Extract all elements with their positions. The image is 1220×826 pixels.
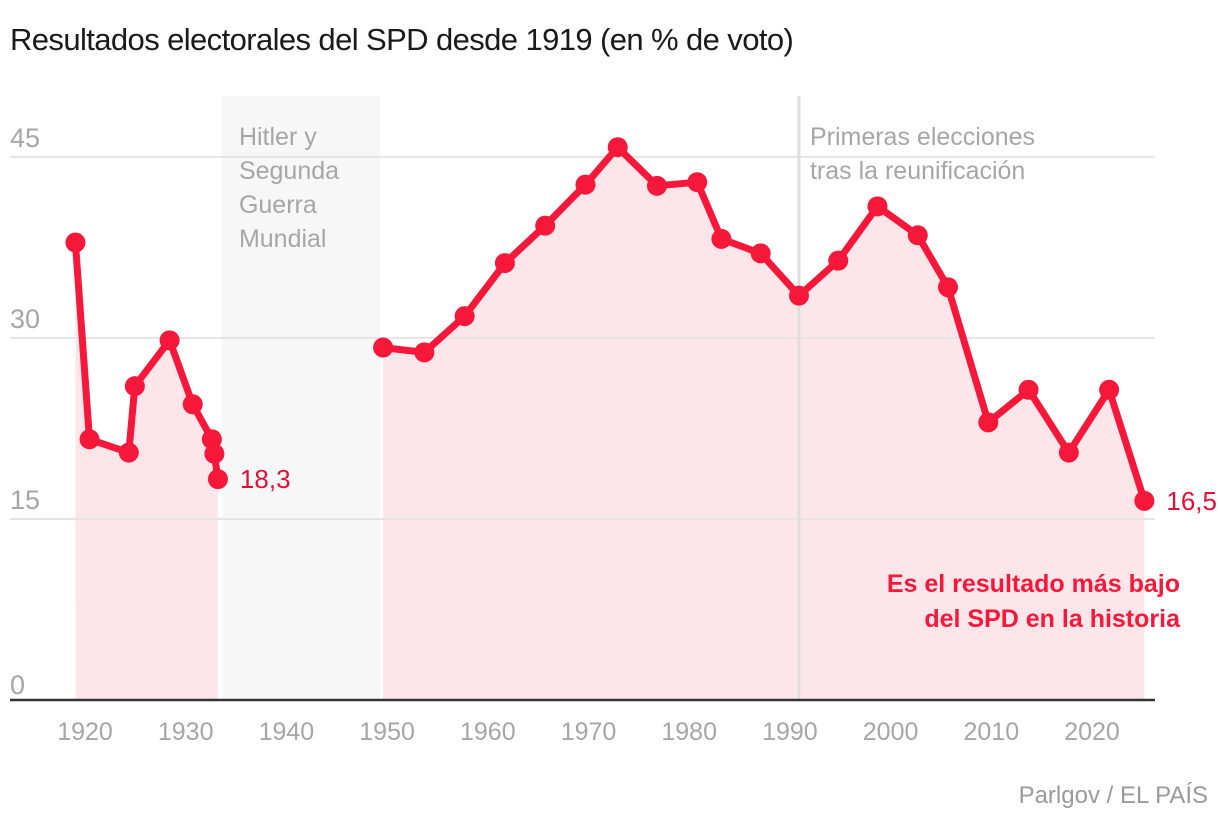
chart-title: Resultados electorales del SPD desde 191… — [10, 22, 794, 57]
x-tick-label: 2010 — [963, 718, 1019, 746]
ww2-band — [221, 96, 381, 700]
data-point — [646, 175, 667, 196]
x-tick-label: 1950 — [359, 718, 415, 746]
value-label-2025: 16,5 — [1166, 486, 1217, 516]
x-tick-label: 2000 — [863, 718, 919, 746]
chart-text: 0 15 30 45 18,3 16,5 Hitler y Segunda Guerra Mund… — [10, 123, 1217, 700]
ww2-band-label: Mundial — [239, 225, 327, 253]
background-bands — [221, 96, 381, 700]
data-point — [575, 174, 596, 195]
reunification-label: Primeras elecciones — [810, 123, 1035, 151]
highlight-note: Es el resultado más bajo — [887, 570, 1180, 598]
data-point — [687, 172, 708, 193]
data-point — [1099, 379, 1120, 400]
x-tick-label: 1930 — [158, 718, 214, 746]
data-point — [788, 285, 809, 306]
data-point — [750, 243, 771, 264]
data-point — [159, 330, 180, 351]
reunification-label: tras la reunificación — [810, 157, 1025, 185]
data-points — [65, 137, 1155, 511]
data-point — [1134, 490, 1155, 511]
data-point — [373, 337, 394, 358]
ww2-band-label: Hitler y — [239, 123, 317, 151]
x-tick-label: 1980 — [661, 718, 717, 746]
x-tick-label: 1990 — [762, 718, 818, 746]
data-point — [907, 225, 928, 246]
data-point — [711, 228, 732, 249]
data-point — [79, 429, 100, 450]
x-tick-label: 2020 — [1064, 718, 1120, 746]
value-label-1933: 18,3 — [240, 464, 291, 494]
y-tick-label: 30 — [10, 304, 40, 334]
area-fill-2 — [383, 147, 1145, 700]
data-point — [118, 442, 139, 463]
data-point — [1018, 379, 1039, 400]
data-point — [937, 277, 958, 298]
source-credit: Parlgov / EL PAÍS — [1018, 782, 1208, 809]
data-point — [182, 394, 203, 415]
data-point — [65, 232, 86, 253]
data-point — [414, 342, 435, 363]
x-tick-label: 1960 — [460, 718, 516, 746]
data-point — [207, 469, 228, 490]
x-tick-label: 1940 — [259, 718, 315, 746]
x-tick-label: 1920 — [57, 718, 113, 746]
data-point — [867, 196, 888, 217]
data-point — [607, 137, 628, 158]
data-point — [828, 250, 849, 271]
data-point — [494, 253, 515, 274]
data-point — [535, 215, 556, 236]
ww2-band-label: Guerra — [239, 191, 317, 219]
data-point — [454, 306, 475, 327]
data-point — [1058, 442, 1079, 463]
area-fills — [75, 147, 1145, 700]
y-tick-label: 15 — [10, 485, 40, 515]
highlight-note: del SPD en la historia — [924, 605, 1181, 633]
y-tick-label: 45 — [10, 123, 40, 153]
x-axis: 1920 1930 1940 1950 1960 1970 1980 1990 2000 2010… — [10, 698, 1155, 746]
x-tick-label: 1970 — [561, 718, 617, 746]
ww2-band-label: Segunda — [239, 157, 339, 185]
y-tick-label: 0 — [10, 670, 25, 700]
data-point — [204, 443, 225, 464]
data-point — [978, 412, 999, 433]
data-point — [124, 376, 145, 397]
area-fill-1 — [75, 242, 218, 700]
